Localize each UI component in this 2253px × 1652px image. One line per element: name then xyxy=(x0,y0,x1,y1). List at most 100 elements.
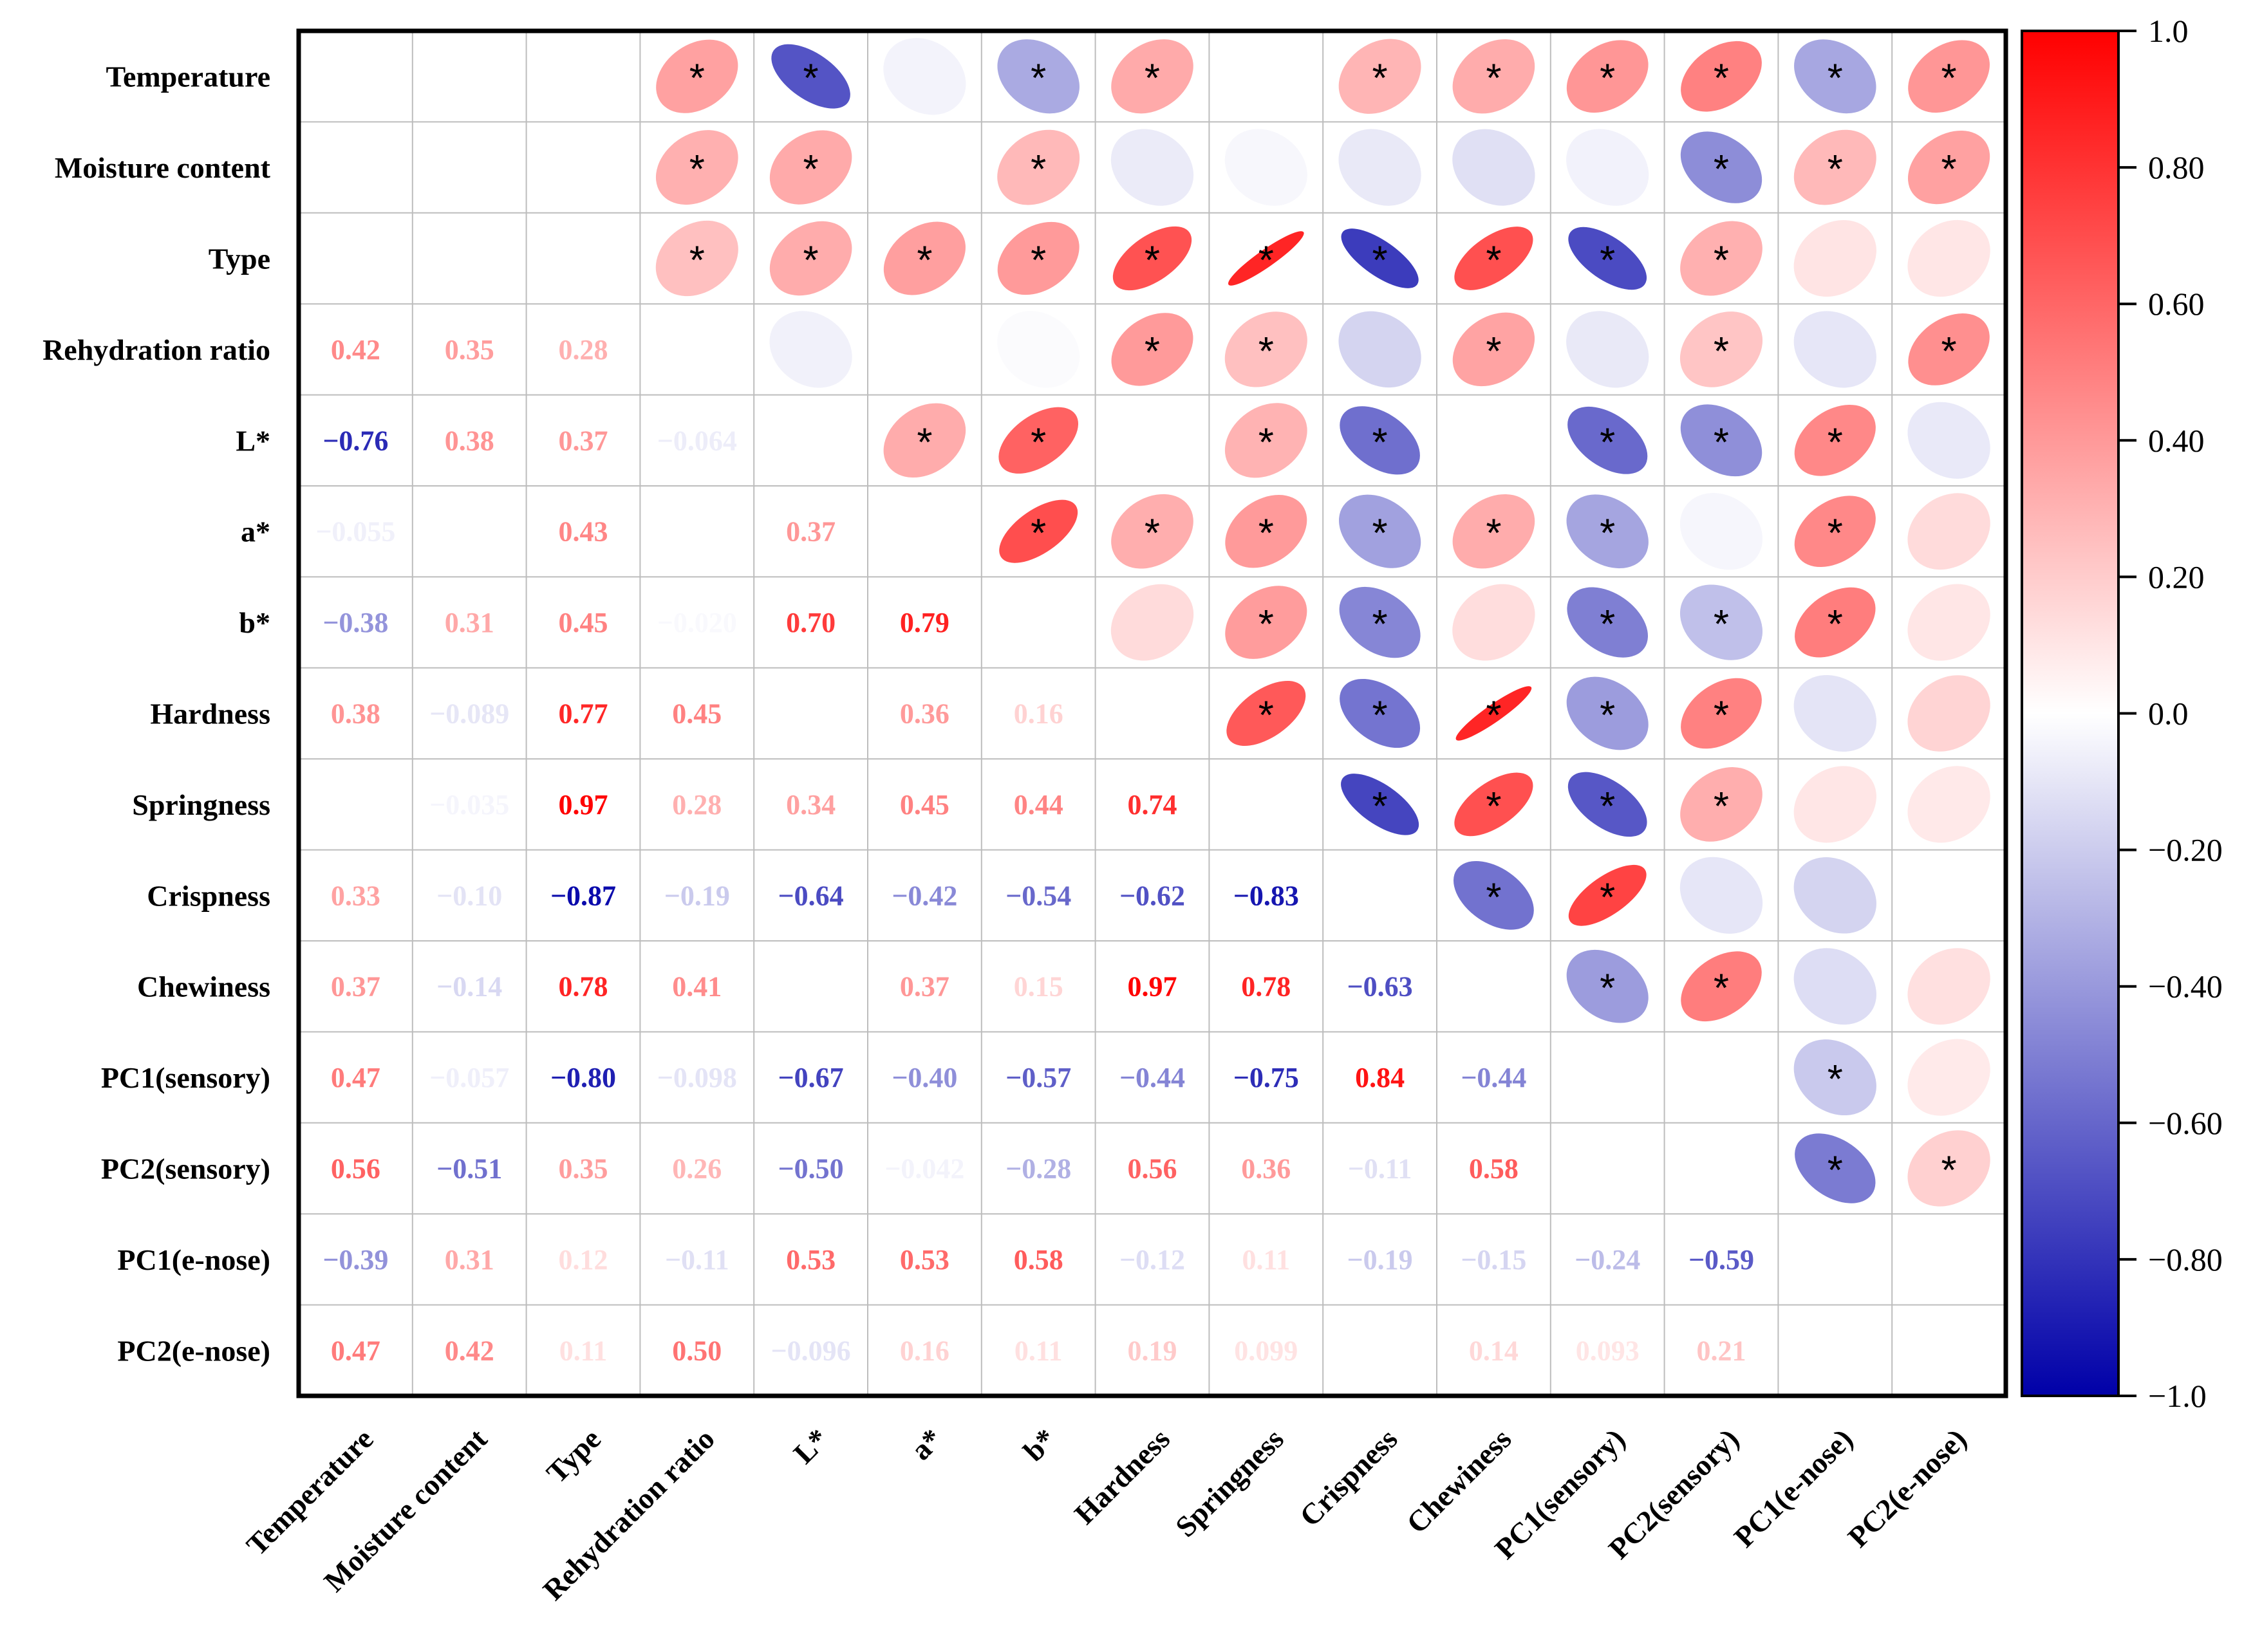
cell-value: −0.11 xyxy=(665,1244,729,1276)
significance-star: * xyxy=(1258,694,1274,738)
cell-value: −0.67 xyxy=(778,1062,844,1093)
cell-value: −0.75 xyxy=(1233,1062,1299,1093)
ellipse-hardness-pc2-sensory- xyxy=(1681,678,1762,749)
significance-star: * xyxy=(1714,147,1729,192)
significance-star: * xyxy=(1258,512,1274,556)
ellipse-moisture-content-pc1-e-nose- xyxy=(1793,129,1876,205)
significance-star: * xyxy=(689,57,705,101)
significance-star: * xyxy=(1600,784,1615,829)
row-label: PC2(e-nose) xyxy=(117,1334,270,1367)
cell-value: −0.055 xyxy=(315,516,395,548)
ellipse-rehydration-ratio-pc2-sensory- xyxy=(1679,311,1763,387)
ellipse-b--hardness xyxy=(1110,584,1194,661)
cell-value: −0.11 xyxy=(1348,1153,1412,1185)
significance-star: * xyxy=(1258,420,1274,465)
colorbar-tick-label: 0.0 xyxy=(2148,696,2189,732)
cell-value: 0.38 xyxy=(331,698,380,730)
significance-star: * xyxy=(1941,1149,1957,1193)
cell-value: 0.21 xyxy=(1697,1335,1746,1366)
colorbar-tick-label: 0.60 xyxy=(2148,286,2205,322)
ellipse-type-crispness xyxy=(1341,228,1419,288)
cell-value: −0.064 xyxy=(657,425,737,456)
significance-star: * xyxy=(1372,239,1388,283)
cell-value: 0.36 xyxy=(900,698,949,730)
ellipse-temperature-pc2-sensory- xyxy=(1681,41,1762,112)
cell-value: −0.057 xyxy=(429,1062,509,1093)
ellipse-temperature-chewiness xyxy=(1452,39,1535,114)
matrix-cells: * * * * * * * * * * * * * * * * * * * * * * * * * * * * * * * * * * * * * * * *… xyxy=(315,38,1990,1366)
significance-star: * xyxy=(1486,875,1501,920)
significance-star: * xyxy=(1372,694,1388,738)
significance-star: * xyxy=(1714,694,1729,738)
significance-star: * xyxy=(1714,967,1729,1011)
ellipse-a--crispness xyxy=(1338,494,1421,568)
ellipse-temperature-hardness xyxy=(1111,39,1193,114)
significance-star: * xyxy=(917,239,932,283)
ellipse-a--pc1-e-nose- xyxy=(1794,496,1876,568)
ellipse-rehydration-ratio-crispness xyxy=(1338,311,1421,388)
ellipse-crispness-chewiness xyxy=(1454,860,1534,930)
ellipse-a--chewiness xyxy=(1452,494,1535,569)
cell-value: 0.41 xyxy=(672,971,722,1003)
cell-value: 0.47 xyxy=(331,1335,380,1366)
ellipse-temperature-b- xyxy=(997,39,1080,114)
cell-value: 0.56 xyxy=(1128,1153,1177,1185)
significance-star: * xyxy=(1258,329,1274,374)
cell-value: −0.54 xyxy=(1005,880,1071,911)
cell-value: −0.12 xyxy=(1119,1244,1185,1276)
cell-value: −0.44 xyxy=(1461,1062,1526,1093)
row-label: PC1(e-nose) xyxy=(117,1243,270,1276)
column-label: Crispness xyxy=(1293,1422,1404,1533)
ellipse-l--a- xyxy=(883,403,966,478)
significance-star: * xyxy=(1486,512,1501,556)
cell-value: −0.020 xyxy=(657,607,737,638)
cell-value: −0.098 xyxy=(657,1062,737,1093)
ellipse-b--chewiness xyxy=(1452,584,1535,661)
ellipse-springness-chewiness xyxy=(1454,772,1533,837)
cell-value: 0.26 xyxy=(672,1153,722,1185)
column-label: PC2(e-nose) xyxy=(1842,1422,1973,1554)
significance-star: * xyxy=(1600,512,1615,556)
cell-value: 0.37 xyxy=(900,971,949,1003)
ellipse-type-l- xyxy=(769,221,852,296)
colorbar-tick-label: −0.80 xyxy=(2148,1241,2223,1277)
row-label: Type xyxy=(209,243,270,275)
cell-value: −0.15 xyxy=(1461,1244,1526,1276)
cell-value: 0.45 xyxy=(559,607,608,638)
significance-star: * xyxy=(1828,602,1843,647)
significance-star: * xyxy=(689,239,705,283)
column-label: PC1(e-nose) xyxy=(1728,1422,1859,1554)
cell-value: 0.43 xyxy=(559,516,608,548)
ellipse-moisture-content-l- xyxy=(769,130,852,205)
significance-star: * xyxy=(1600,57,1615,101)
significance-star: * xyxy=(1714,329,1729,374)
ellipse-l--crispness xyxy=(1340,406,1420,475)
significance-star: * xyxy=(917,420,932,465)
cell-value: 0.38 xyxy=(445,425,494,456)
cell-value: −0.63 xyxy=(1347,971,1413,1003)
cell-value: 0.12 xyxy=(559,1244,608,1276)
cell-value: 0.093 xyxy=(1576,1335,1640,1366)
ellipse-a--pc2-e-nose- xyxy=(1907,493,1990,570)
significance-star: * xyxy=(1031,147,1046,192)
significance-star: * xyxy=(803,57,819,101)
cell-value: 0.77 xyxy=(559,698,608,730)
cell-value: 0.44 xyxy=(1014,789,1063,821)
cell-value: −0.19 xyxy=(664,880,730,911)
significance-star: * xyxy=(1486,694,1501,738)
cell-value: −0.38 xyxy=(323,607,388,638)
cell-value: 0.11 xyxy=(1242,1244,1291,1276)
cell-value: 0.58 xyxy=(1014,1244,1063,1276)
row-label: Chewiness xyxy=(137,970,270,1003)
significance-star: * xyxy=(1714,420,1729,465)
cell-value: 0.45 xyxy=(672,698,722,730)
ellipse-springness-pc1-sensory- xyxy=(1567,772,1647,837)
row-label: L* xyxy=(236,424,270,457)
significance-star: * xyxy=(1600,875,1615,920)
cell-value: 0.31 xyxy=(445,607,494,638)
ellipse-springness-pc1-e-nose- xyxy=(1793,766,1876,843)
colorbar-tick-label: 1.0 xyxy=(2148,13,2189,49)
ellipse-temperature-a- xyxy=(883,38,966,115)
ellipse-type-pc2-e-nose- xyxy=(1907,219,1990,297)
ellipse-hardness-crispness xyxy=(1340,678,1421,748)
